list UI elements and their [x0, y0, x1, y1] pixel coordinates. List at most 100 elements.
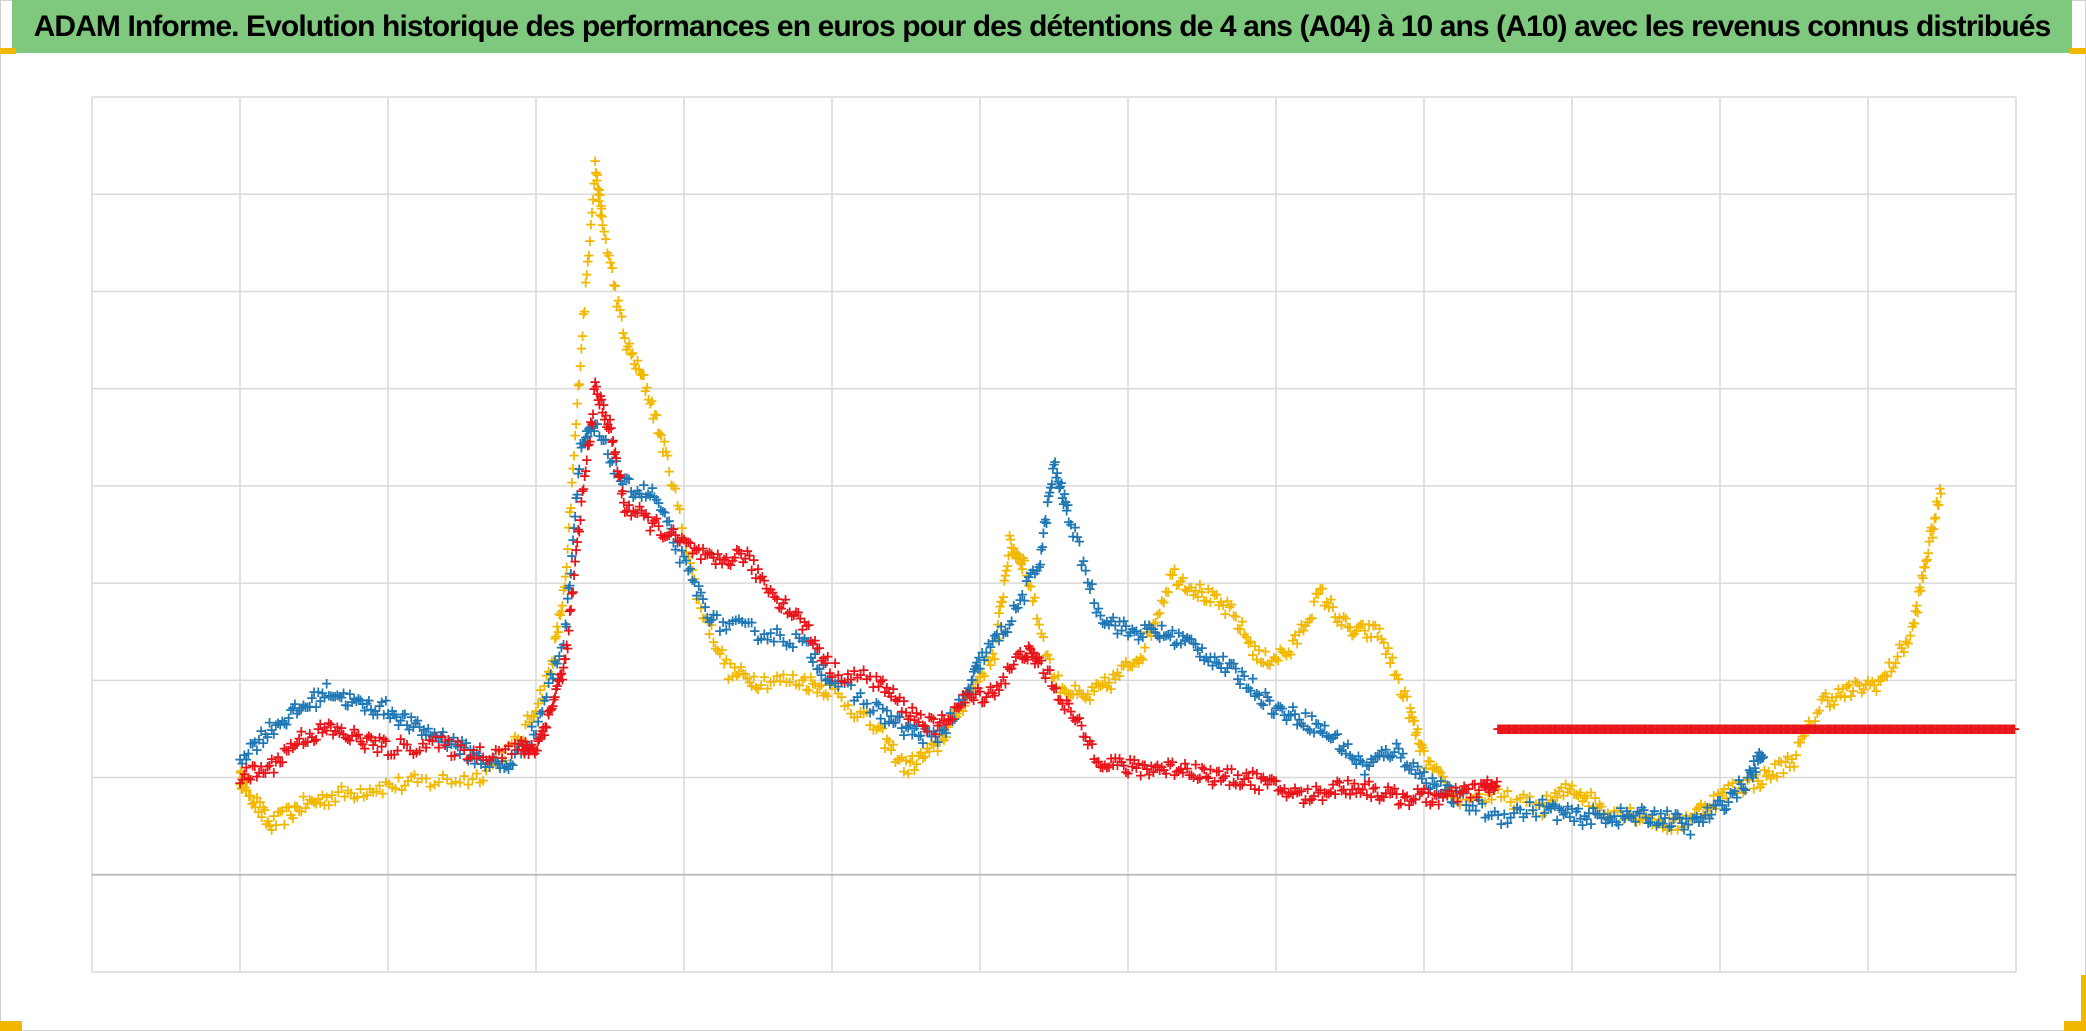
data-point: +	[864, 716, 877, 734]
data-point: +	[361, 786, 374, 804]
data-point: +	[851, 708, 864, 726]
data-point: +	[684, 554, 697, 572]
data-point: +	[876, 720, 889, 738]
data-point: +	[758, 668, 771, 686]
data-point: +	[474, 774, 487, 792]
data-point: +	[561, 540, 574, 558]
data-point: +	[345, 784, 358, 802]
data-point: +	[588, 174, 601, 192]
data-point: +	[793, 676, 806, 694]
data-point: +	[881, 730, 894, 748]
data-point: +	[824, 676, 837, 694]
data-point: +	[268, 807, 281, 825]
data-point: +	[569, 427, 582, 445]
data-point: +	[611, 298, 624, 316]
data-point: +	[652, 424, 665, 442]
data-point: +	[314, 794, 327, 812]
data-point: +	[454, 773, 467, 791]
data-point: +	[752, 680, 765, 698]
data-point: +	[247, 793, 260, 811]
data-point: +	[237, 768, 250, 786]
data-point: +	[547, 655, 560, 673]
data-point: +	[900, 752, 913, 770]
data-point: +	[262, 812, 275, 830]
data-point: +	[604, 254, 617, 272]
data-point: +	[815, 676, 828, 694]
data-point: +	[599, 230, 612, 248]
data-point: +	[942, 718, 955, 736]
data-point: +	[622, 337, 635, 355]
data-point: +	[959, 697, 972, 715]
data-point: +	[263, 817, 276, 835]
data-point: +	[790, 675, 803, 693]
data-point: +	[915, 744, 928, 762]
data-point: +	[774, 672, 787, 690]
data-point: +	[741, 670, 754, 688]
data-point: +	[582, 252, 595, 270]
data-point: +	[891, 751, 904, 769]
data-point: +	[716, 641, 729, 659]
data-point: +	[940, 728, 953, 746]
data-point: +	[380, 773, 393, 791]
data-point: +	[780, 673, 793, 691]
data-point: +	[826, 676, 839, 694]
data-point: +	[695, 599, 708, 617]
data-point: +	[592, 180, 605, 198]
data-point: +	[1306, 609, 1319, 627]
data-point: +	[923, 743, 936, 761]
data-point: +	[441, 770, 454, 788]
data-point: +	[432, 773, 445, 791]
data-point: +	[530, 702, 543, 720]
data-point: +	[326, 786, 339, 804]
data-point: +	[561, 640, 574, 658]
data-point: +	[641, 378, 654, 396]
data-point: +	[712, 642, 725, 660]
data-point: +	[955, 695, 968, 713]
data-point: +	[957, 702, 970, 720]
data-point: +	[887, 735, 900, 753]
corner-marker-bottom-right-vertical	[2081, 975, 2086, 1030]
data-point: +	[578, 302, 591, 320]
data-point: +	[556, 596, 569, 614]
data-point: +	[587, 191, 600, 209]
data-point: +	[699, 610, 712, 628]
data-point: +	[798, 669, 811, 687]
data-point: +	[278, 815, 291, 833]
data-point: +	[564, 503, 577, 521]
data-point: +	[639, 382, 652, 400]
data-point: +	[243, 787, 256, 805]
data-point: +	[342, 782, 355, 800]
data-point: +	[521, 707, 534, 725]
data-point: +	[280, 799, 293, 817]
data-point: +	[303, 791, 316, 809]
data-point: +	[536, 689, 549, 707]
data-point: +	[405, 767, 418, 785]
data-point: +	[733, 664, 746, 682]
data-point: +	[819, 684, 832, 702]
data-point: +	[571, 395, 584, 413]
data-point: +	[902, 764, 915, 782]
data-point: +	[318, 796, 331, 814]
data-point: +	[1018, 592, 1031, 610]
data-point: +	[612, 291, 625, 309]
data-point: +	[567, 583, 580, 601]
data-point: +	[332, 783, 345, 801]
data-point: +	[562, 621, 575, 639]
data-point: +	[252, 803, 265, 821]
data-point: +	[595, 197, 608, 215]
data-point: +	[560, 558, 573, 576]
data-point: +	[867, 720, 880, 738]
data-point: +	[2008, 720, 2021, 738]
data-point: +	[257, 799, 270, 817]
data-point: +	[619, 329, 632, 347]
data-point: +	[870, 721, 883, 739]
data-point: +	[731, 666, 744, 684]
data-point: +	[562, 519, 575, 537]
data-point: +	[1935, 484, 1948, 502]
data-marks: ++++++++++++++++++++++++++++++++++++++++…	[234, 152, 2021, 843]
data-point: +	[626, 344, 639, 362]
data-point: +	[638, 366, 651, 384]
data-point: +	[428, 775, 441, 793]
data-point: +	[1491, 772, 1504, 790]
data-point: +	[872, 718, 885, 736]
